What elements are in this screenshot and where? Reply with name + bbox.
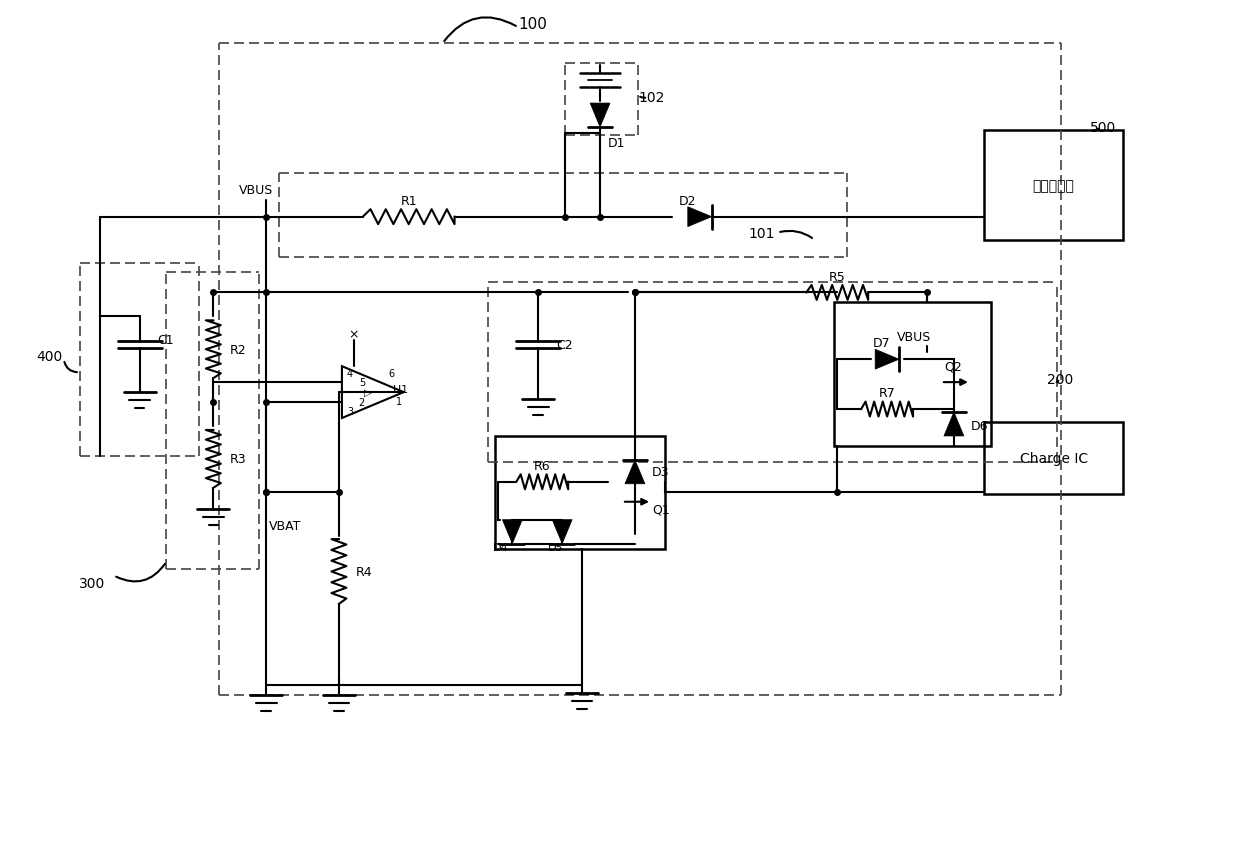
Polygon shape <box>688 208 712 227</box>
Bar <box>835 303 991 446</box>
Text: C2: C2 <box>557 338 573 351</box>
Text: 5: 5 <box>358 377 365 387</box>
Text: 1: 1 <box>396 397 402 407</box>
Bar <box>983 423 1123 495</box>
Polygon shape <box>552 520 572 544</box>
Text: ▷: ▷ <box>365 387 372 398</box>
Text: R7: R7 <box>879 387 895 399</box>
Text: Q2: Q2 <box>944 360 962 373</box>
Text: Q1: Q1 <box>652 503 670 516</box>
Bar <box>496 436 665 549</box>
Text: 4: 4 <box>347 369 353 379</box>
Text: VBAT: VBAT <box>269 520 301 533</box>
Polygon shape <box>875 349 899 370</box>
Text: 300: 300 <box>78 576 105 591</box>
Text: Charge IC: Charge IC <box>1019 452 1087 465</box>
Text: D1: D1 <box>608 138 625 150</box>
Text: D5: D5 <box>548 542 563 552</box>
Polygon shape <box>944 413 963 436</box>
Text: R1: R1 <box>401 195 417 208</box>
Text: 102: 102 <box>639 91 665 105</box>
Text: U1: U1 <box>393 385 408 395</box>
Text: D3: D3 <box>652 466 670 479</box>
Text: ×: × <box>348 328 360 341</box>
Text: R6: R6 <box>534 460 551 473</box>
Polygon shape <box>502 520 522 544</box>
Polygon shape <box>590 104 610 127</box>
Text: R4: R4 <box>356 565 372 578</box>
Text: 200: 200 <box>1048 373 1074 387</box>
Text: D7: D7 <box>872 337 890 349</box>
Text: 2: 2 <box>358 398 365 408</box>
Text: C1: C1 <box>157 333 174 346</box>
Text: R5: R5 <box>828 271 846 284</box>
Text: 100: 100 <box>518 17 547 32</box>
Text: D2: D2 <box>680 195 697 208</box>
Bar <box>983 131 1123 241</box>
Text: VBUS: VBUS <box>897 330 931 344</box>
Text: R2: R2 <box>229 344 246 356</box>
Text: 3: 3 <box>347 407 353 417</box>
Text: 待充电电池: 待充电电池 <box>1033 179 1075 192</box>
Text: 6: 6 <box>388 369 394 379</box>
Text: 500: 500 <box>1090 121 1116 135</box>
Text: 400: 400 <box>37 349 63 364</box>
Text: D4: D4 <box>492 542 508 552</box>
Text: VBUS: VBUS <box>239 184 274 197</box>
Text: 101: 101 <box>748 226 775 241</box>
Text: D6: D6 <box>971 420 988 433</box>
Text: R3: R3 <box>229 453 246 466</box>
Polygon shape <box>625 460 645 484</box>
